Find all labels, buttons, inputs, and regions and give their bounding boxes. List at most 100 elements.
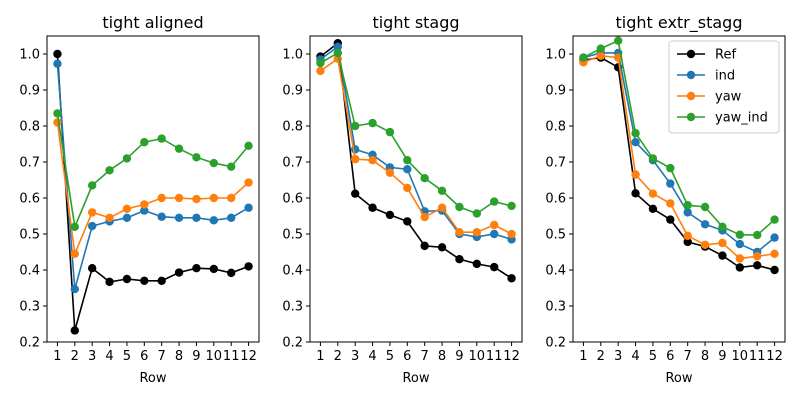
- y-tick-label: 0.7: [545, 156, 566, 171]
- data-point-ind: [244, 203, 253, 212]
- data-point-ref: [718, 251, 727, 260]
- x-tick-label: 5: [649, 349, 657, 364]
- data-point-yaw_ind: [209, 158, 219, 168]
- legend-label-yaw: yaw: [715, 90, 742, 105]
- data-point-yaw: [490, 220, 499, 230]
- data-point-ind: [666, 179, 675, 188]
- x-tick-label: 1: [579, 349, 587, 364]
- x-tick-label: 2: [71, 349, 79, 364]
- legend-swatch-marker: [686, 112, 696, 122]
- data-point-ind: [227, 213, 236, 222]
- y-tick-label: 0.8: [545, 120, 566, 135]
- x-tick-label: 3: [614, 349, 622, 364]
- data-point-yaw: [87, 208, 97, 217]
- x-tick-label: 6: [666, 349, 674, 364]
- data-point-yaw: [596, 51, 605, 60]
- data-point-yaw_ind: [490, 197, 499, 206]
- data-point-yaw: [700, 240, 710, 249]
- x-tick-label: 12: [766, 349, 783, 364]
- legend-label-ind: ind: [715, 69, 735, 84]
- data-point-yaw: [350, 154, 360, 164]
- y-tick-label: 0.9: [545, 84, 566, 99]
- x-tick-label: 8: [438, 349, 446, 364]
- data-point-yaw_ind: [70, 222, 80, 231]
- data-point-ind: [700, 220, 710, 229]
- data-point-ind: [87, 221, 97, 231]
- x-tick-label: 5: [386, 349, 394, 364]
- data-point-yaw: [666, 199, 675, 208]
- data-point-ind: [157, 212, 166, 221]
- data-point-yaw_ind: [105, 166, 114, 175]
- x-tick-label: 4: [631, 349, 639, 364]
- data-point-ref: [244, 262, 253, 271]
- data-point-yaw_ind: [596, 44, 605, 53]
- data-point-yaw_ind: [700, 202, 710, 212]
- data-point-yaw_ind: [579, 53, 588, 62]
- x-tick-label: 9: [455, 349, 463, 364]
- data-point-ref: [507, 274, 516, 283]
- y-tick-label: 0.3: [19, 300, 40, 315]
- y-tick-label: 0.5: [19, 228, 40, 243]
- data-point-ref: [770, 265, 779, 275]
- data-point-ref: [437, 243, 447, 252]
- data-point-ref: [209, 264, 219, 274]
- data-point-yaw_ind: [192, 153, 201, 162]
- data-point-ref: [227, 268, 236, 278]
- x-tick-label: 8: [701, 349, 709, 364]
- panel-title: tight stagg: [372, 13, 459, 32]
- data-point-ind: [192, 213, 201, 222]
- data-point-ref: [385, 210, 395, 220]
- data-point-ref: [631, 189, 640, 198]
- x-tick-label: 7: [684, 349, 692, 364]
- x-tick-label: 1: [53, 349, 61, 364]
- data-point-ref: [683, 237, 692, 247]
- data-point-yaw_ind: [648, 154, 658, 163]
- x-tick-label: 6: [140, 349, 148, 364]
- data-point-yaw_ind: [770, 215, 779, 224]
- data-point-ind: [631, 138, 640, 147]
- data-point-yaw: [157, 193, 166, 203]
- data-point-yaw: [105, 213, 114, 222]
- x-tick-label: 8: [175, 349, 183, 364]
- data-point-ref: [490, 262, 499, 272]
- data-point-yaw_ind: [753, 230, 762, 240]
- data-point-ind: [403, 165, 412, 174]
- data-point-yaw: [718, 238, 727, 248]
- x-tick-label: 4: [105, 349, 113, 364]
- y-tick-label: 0.3: [282, 300, 303, 315]
- x-tick-label: 4: [368, 349, 376, 364]
- series-line-ind: [56, 63, 249, 290]
- data-point-ref: [140, 276, 149, 285]
- legend: Ref ind yaw yaw_ind: [668, 40, 780, 134]
- data-point-yaw_ind: [613, 36, 623, 45]
- data-point-yaw_ind: [631, 129, 640, 138]
- x-tick-label: 10: [206, 349, 223, 364]
- data-point-yaw_ind: [385, 127, 395, 137]
- x-tick-label: 12: [240, 349, 257, 364]
- data-point-yaw: [174, 193, 184, 203]
- data-point-yaw: [140, 200, 149, 209]
- x-tick-label: 11: [749, 349, 766, 364]
- data-point-ref: [70, 326, 80, 335]
- x-tick-label: 12: [503, 349, 520, 364]
- x-tick-label: 7: [158, 349, 166, 364]
- series-line-ref: [56, 53, 249, 331]
- y-tick-label: 1.0: [545, 48, 566, 63]
- data-point-yaw_ind: [718, 222, 727, 231]
- x-tick-label: 11: [486, 349, 503, 364]
- data-point-yaw_ind: [350, 121, 360, 131]
- data-point-ind: [735, 239, 745, 249]
- data-point-yaw_ind: [455, 202, 464, 212]
- data-point-ref: [420, 241, 429, 251]
- x-tick-label: 1: [316, 349, 324, 364]
- x-tick-label: 2: [597, 349, 605, 364]
- series-line-ref: [319, 41, 513, 279]
- y-tick-label: 0.5: [282, 228, 303, 243]
- x-tick-label: 10: [469, 349, 486, 364]
- panel-2: 0.20.30.40.50.60.70.80.91.01 2 3 4 5 6 7 8 9 10 11…: [282, 13, 523, 386]
- y-tick-label: 0.8: [19, 120, 40, 135]
- x-tick-label: 9: [192, 349, 200, 364]
- data-point-ref: [105, 277, 114, 287]
- data-point-yaw: [385, 168, 395, 177]
- data-point-yaw: [648, 189, 658, 198]
